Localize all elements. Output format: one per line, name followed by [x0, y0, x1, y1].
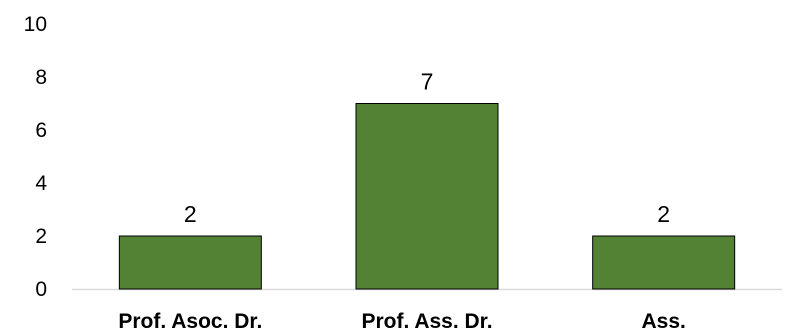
category-labels: Prof. Asoc. Dr. Prof. Ass. Dr. Ass. [118, 310, 685, 330]
x-tick-label: Ass. [641, 310, 685, 330]
bar [118, 235, 262, 290]
data-label: 2 [184, 201, 197, 227]
data-label: 7 [421, 69, 434, 95]
data-label: 2 [657, 201, 670, 227]
y-tick-label: 6 [35, 119, 47, 142]
bar [592, 235, 736, 290]
y-tick-label: 10 [24, 13, 47, 36]
y-tick-label: 0 [35, 278, 47, 301]
y-tick-label: 8 [35, 66, 47, 89]
bar [355, 103, 499, 290]
y-tick-label: 4 [35, 172, 47, 195]
x-tick-label: Prof. Ass. Dr. [361, 310, 492, 330]
bars [118, 103, 736, 290]
y-axis-ticks: 0 2 4 6 8 10 [24, 13, 48, 301]
data-labels: 2 7 2 [184, 69, 670, 228]
x-tick-label: Prof. Asoc. Dr. [118, 310, 262, 330]
y-tick-label: 2 [35, 225, 47, 248]
